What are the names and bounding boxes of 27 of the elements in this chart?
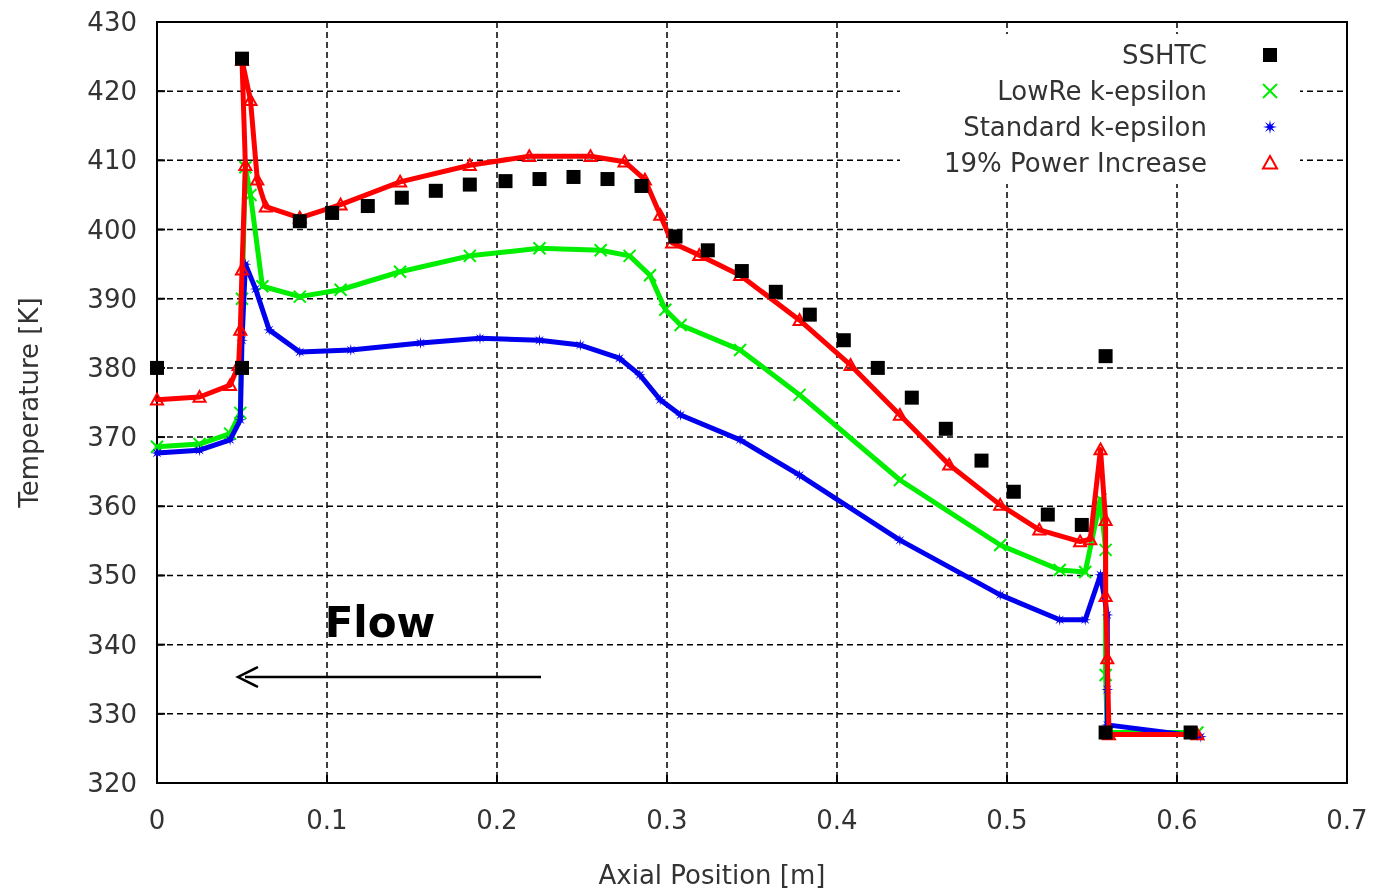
y-axis-title: Temperature [K] <box>14 297 44 509</box>
x-tick-label: 0.4 <box>816 805 858 835</box>
x-tick-label: 0.3 <box>646 805 688 835</box>
y-tick-label: 430 <box>87 7 137 37</box>
legend-label: LowRe k-epsilon <box>997 76 1207 106</box>
legend-label: Standard k-epsilon <box>963 112 1207 142</box>
y-tick-label: 380 <box>87 352 137 383</box>
y-tick-label: 350 <box>87 560 137 591</box>
y-tick-label: 370 <box>87 422 137 453</box>
y-tick-label: 360 <box>87 491 137 522</box>
y-tick-label: 420 <box>87 76 137 107</box>
y-tick-label: 320 <box>87 768 137 798</box>
x-axis-title: Axial Position [m] <box>598 860 826 888</box>
x-tick-label: 0.7 <box>1326 805 1368 835</box>
y-tick-label: 400 <box>87 214 137 245</box>
legend-label: 19% Power Increase <box>944 148 1207 178</box>
x-tick-label: 0.2 <box>476 805 518 835</box>
legend-label: SSHTC <box>1121 40 1207 70</box>
y-tick-label: 330 <box>87 698 137 729</box>
x-tick-label: 0 <box>148 805 166 835</box>
annotation: Flow <box>324 598 436 647</box>
x-tick-label: 0.6 <box>1156 805 1198 835</box>
x-tick-label: 0.5 <box>986 805 1028 835</box>
y-tick-label: 410 <box>87 145 137 176</box>
x-tick-label: 0.1 <box>306 805 348 835</box>
y-tick-label: 340 <box>87 629 137 660</box>
y-tick-label: 390 <box>87 283 137 314</box>
